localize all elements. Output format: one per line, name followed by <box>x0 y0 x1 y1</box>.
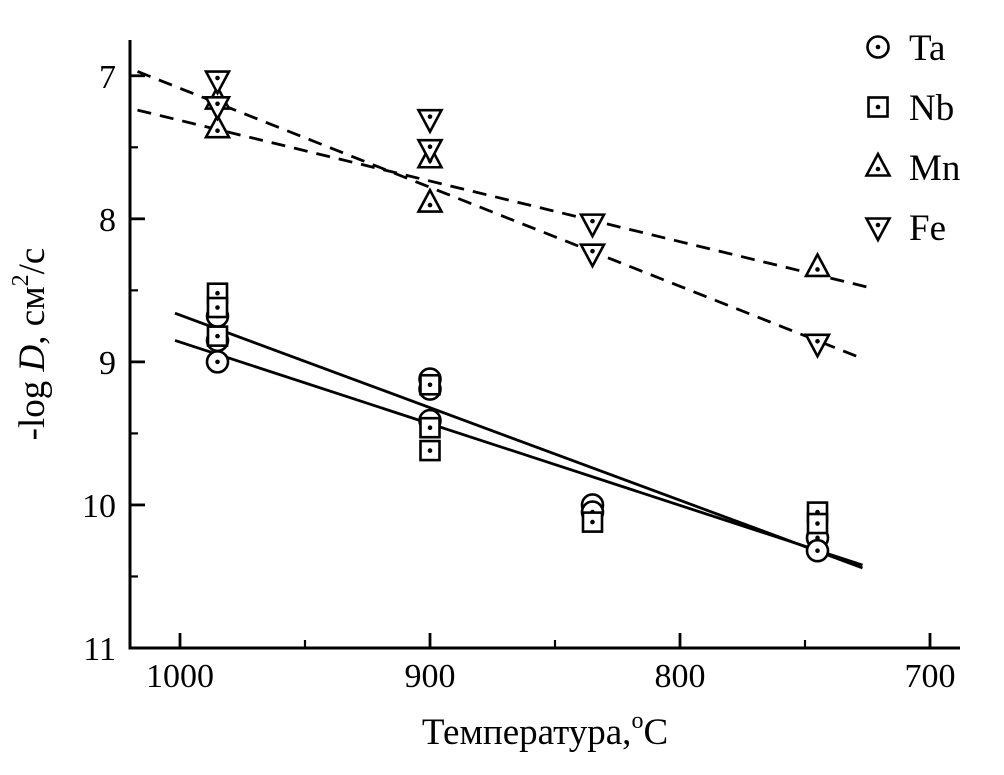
center-dot <box>215 128 220 133</box>
legend-label: Fe <box>909 208 946 249</box>
data-point-Fe <box>578 213 607 239</box>
triangle-down-outline <box>203 70 232 96</box>
y-tick-label: 10 <box>82 488 116 525</box>
triangle-down-outline <box>864 217 892 243</box>
center-dot <box>427 114 433 119</box>
legend-item-Ta: Ta <box>866 28 945 69</box>
y-tick-label: 9 <box>99 345 116 382</box>
data-point-Nb <box>206 296 229 319</box>
triangle-down-outline <box>803 333 832 360</box>
center-dot <box>875 222 881 228</box>
center-dot <box>215 333 220 339</box>
y-tick-label: 8 <box>99 202 116 239</box>
data-point-Nb <box>581 511 604 533</box>
center-dot <box>815 521 820 526</box>
center-dot <box>427 448 433 453</box>
data-point-Fe <box>203 70 232 96</box>
chart-shape: о <box>631 708 643 734</box>
legend-label: Nb <box>909 88 954 129</box>
legend-item-Mn: Mn <box>864 148 960 189</box>
fit-line-Ta-fit <box>174 339 863 567</box>
triangle-up-outline <box>864 151 892 177</box>
data-point-Fe <box>416 138 444 165</box>
fit-line-Nb-fit <box>174 311 863 570</box>
series-Nb <box>206 282 829 535</box>
triangle-up-outline <box>416 187 444 213</box>
triangle-down-outline <box>416 138 444 165</box>
x-tick-label: 1000 <box>146 658 214 695</box>
triangle-down-outline <box>203 96 232 122</box>
legend-label: Mn <box>909 148 960 189</box>
chart-shape: Температура, <box>422 712 632 753</box>
data-point-Mn <box>203 112 232 139</box>
center-dot <box>215 359 220 365</box>
center-dot <box>215 290 220 296</box>
center-dot <box>427 425 433 430</box>
center-dot <box>815 267 820 272</box>
center-dot <box>215 75 220 81</box>
legend: Ta Nb Mn Fe <box>864 28 960 249</box>
center-dot <box>815 548 820 554</box>
data-point-Nb <box>806 512 829 535</box>
chart-shape: D <box>12 344 53 372</box>
data-point-Ta <box>205 350 230 374</box>
center-dot <box>590 248 595 254</box>
data-point-Nb <box>419 439 441 462</box>
data-point-Fe <box>416 108 444 135</box>
chart-shape: -log <box>12 371 53 440</box>
series-Fe <box>203 70 832 360</box>
center-dot <box>590 519 595 525</box>
center-dot <box>875 166 881 172</box>
fit-line-Fe-fit <box>136 70 861 359</box>
center-dot <box>427 144 433 150</box>
legend-marker-circle-dot <box>866 35 890 59</box>
center-dot <box>815 338 820 344</box>
data-point-Mn <box>416 187 444 213</box>
axes: 1000 900 800 700 7 8 9 10 11 <box>82 40 960 695</box>
y-tick-label: 11 <box>83 631 116 668</box>
y-axis-title: -log D, см2/с <box>8 248 53 441</box>
data-point-Mn <box>803 251 832 278</box>
x-tick-label: 700 <box>905 658 956 695</box>
triangle-up-outline <box>203 112 232 139</box>
triangle-up-outline <box>803 251 832 278</box>
triangle-down-outline <box>578 213 607 239</box>
center-dot <box>427 202 433 208</box>
data-point-Ta <box>805 538 830 563</box>
legend-item-Nb: Nb <box>867 88 954 129</box>
series-Mn <box>203 84 832 278</box>
center-dot <box>590 218 595 224</box>
legend-label: Ta <box>909 28 945 69</box>
chart-shape: , см <box>12 286 53 344</box>
x-axis-title: Температура,оС <box>422 708 668 753</box>
data-point-Nb <box>419 373 441 396</box>
chart-shape: /с <box>12 248 53 275</box>
data-point-Fe <box>203 96 232 122</box>
triangle-down-outline <box>578 243 607 269</box>
x-tick-label: 800 <box>655 658 706 695</box>
center-dot <box>875 104 881 110</box>
data-point-Fe <box>578 243 607 269</box>
x-tick-label: 900 <box>405 658 456 695</box>
fit-lines <box>136 70 876 570</box>
data-point-Nb <box>206 325 229 347</box>
data-point-Nb <box>419 416 441 439</box>
y-tick-label: 7 <box>99 59 116 96</box>
center-dot <box>215 101 220 107</box>
center-dot <box>215 305 220 310</box>
chart-shape: С <box>643 712 668 753</box>
fit-line-Mn-fit <box>137 108 876 291</box>
triangle-down-outline <box>416 108 444 135</box>
legend-marker-square-dot <box>867 96 889 118</box>
chart-shape: 2 <box>8 274 34 286</box>
legend-marker-triangle-up-dot <box>864 151 892 177</box>
center-dot <box>427 382 433 388</box>
center-dot <box>875 44 881 50</box>
legend-item-Fe: Fe <box>864 208 946 249</box>
data-point-Fe <box>803 333 832 360</box>
legend-marker-triangle-down-dot <box>864 217 892 243</box>
